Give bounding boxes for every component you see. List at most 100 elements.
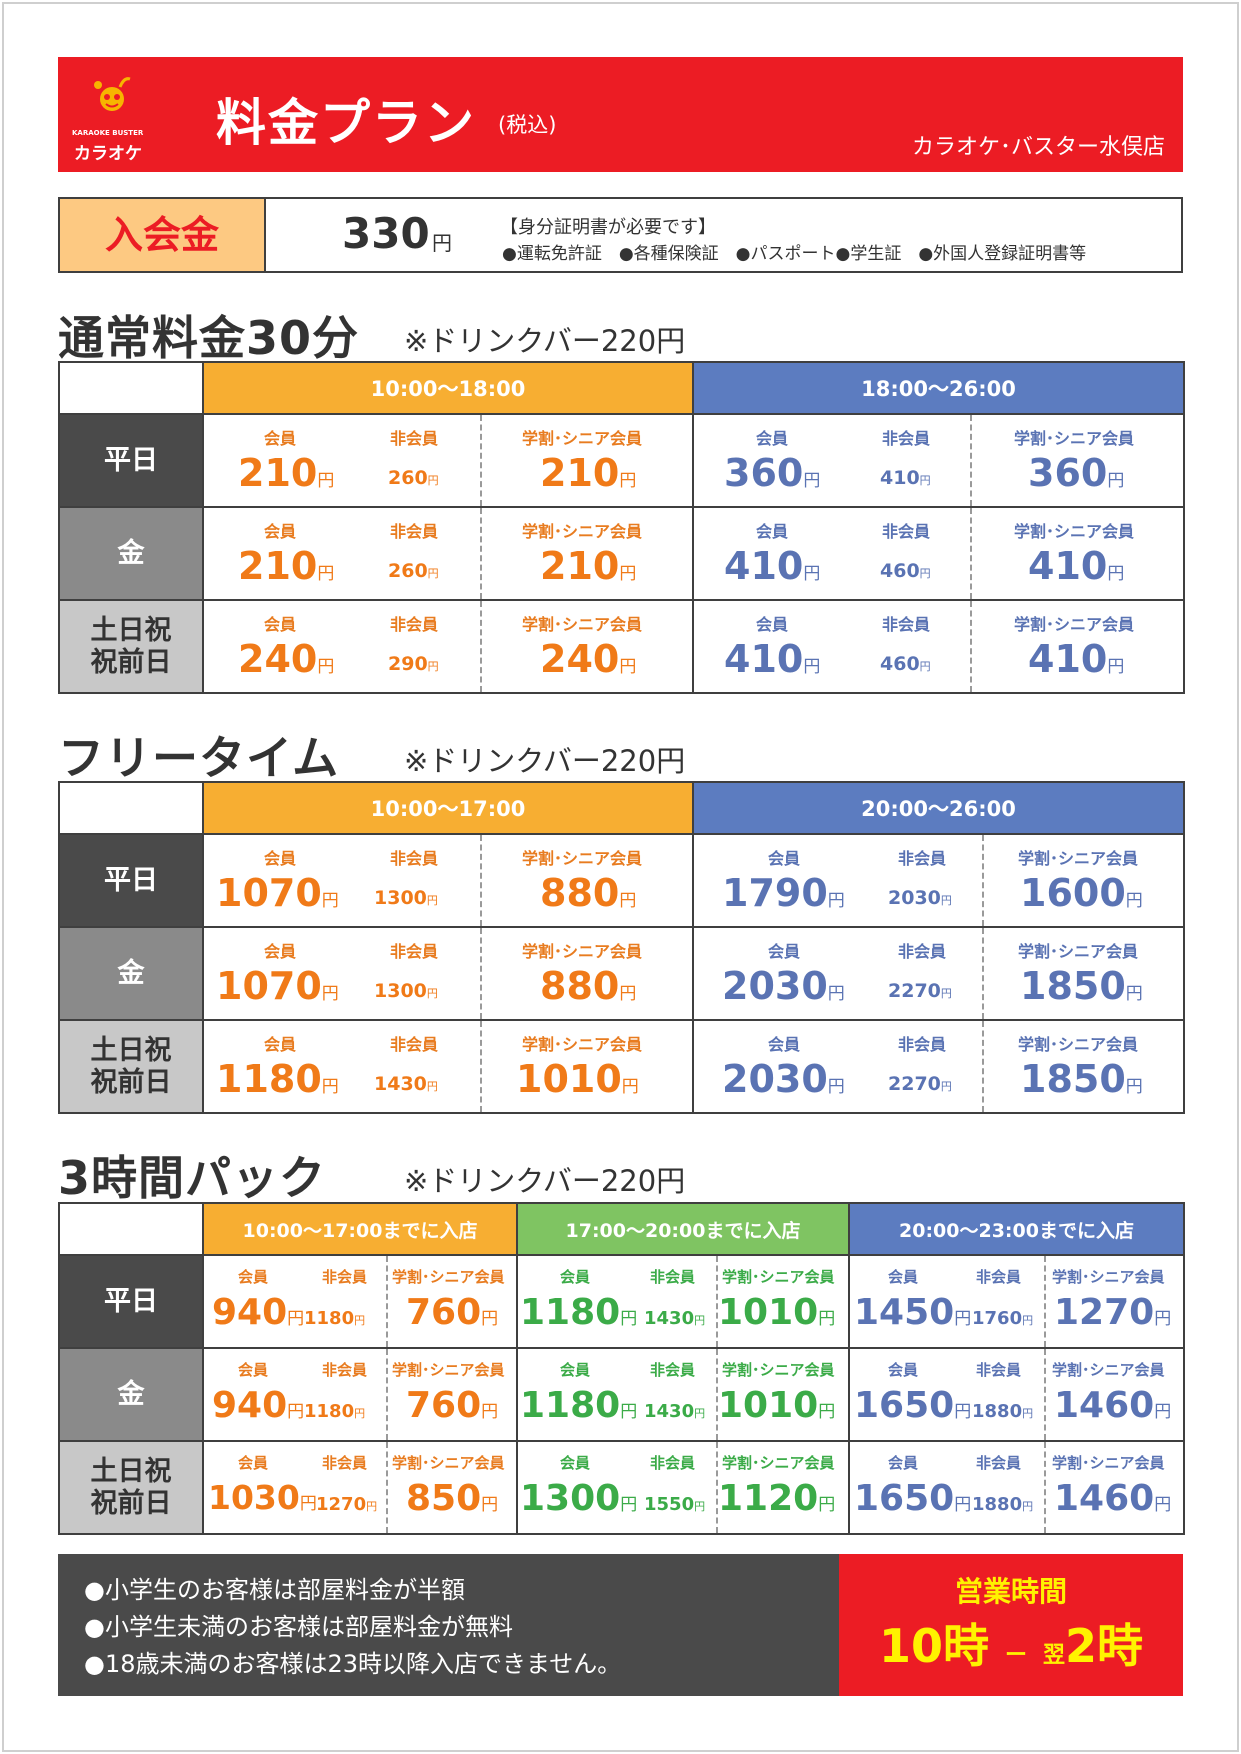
member-label: 会員 — [756, 522, 789, 541]
business-hours-panel: 営業時間 10時 ー 翌2時 — [839, 1554, 1183, 1696]
student-senior-price: 760円 — [406, 1385, 499, 1426]
member-label: 会員 — [888, 1361, 919, 1379]
non-member-price: 2270円 — [888, 980, 952, 1002]
non-member-price: 1430円 — [374, 1073, 438, 1095]
corner-cell — [58, 361, 204, 415]
non-member-label: 非会員 — [882, 522, 931, 541]
non-member-price: 1300円 — [374, 887, 438, 909]
table-header-row: 10:00〜17:00までに入店 17:00〜20:00までに入店 20:00〜… — [58, 1202, 1185, 1256]
student-senior-price: 1460円 — [1054, 1385, 1172, 1426]
section-title-3hour-pack: 3時間パック — [58, 1151, 327, 1205]
member-price: 410円 — [724, 637, 821, 681]
price-cell: 会員 非会員 940円 1180円 学割･シニア会員 760円 — [202, 1347, 518, 1442]
member-label: 会員 — [238, 1361, 269, 1379]
table-header-row: 10:00〜17:00 20:00〜26:00 — [58, 781, 1185, 835]
non-member-label: 非会員 — [650, 1454, 696, 1472]
price-cell: 会員 非会員 210円 260円 学割･シニア会員 210円 — [202, 506, 694, 601]
student-senior-label: 学割･シニア会員 — [522, 849, 643, 868]
non-member-price: 1760円 — [972, 1308, 1034, 1329]
table-row: 平日 会員 非会員 940円 1180円 学割･シニア会員 760円 会員 非 — [58, 1254, 1185, 1349]
student-senior-price: 1850円 — [1020, 964, 1143, 1008]
member-price: 1650円 — [854, 1385, 972, 1426]
non-member-label: 非会員 — [390, 615, 439, 634]
student-senior-label: 学割･シニア会員 — [1018, 1035, 1139, 1054]
price-cell: 会員 非会員 1650円 1880円 学割･シニア会員 1460円 — [848, 1347, 1185, 1442]
student-senior-price: 760円 — [406, 1292, 499, 1333]
freetime-price-table: 10:00〜17:00 20:00〜26:00 平日 会員 非会員 1070円 … — [58, 781, 1185, 1114]
section-title-freetime: フリータイム — [58, 731, 340, 785]
student-senior-price: 360円 — [1028, 451, 1125, 495]
student-senior-label: 学割･シニア会員 — [522, 522, 643, 541]
student-senior-price: 410円 — [1028, 637, 1125, 681]
price-cell: 会員 非会員 1180円 1430円 学割･シニア会員 1010円 — [516, 1347, 850, 1442]
business-hours-title: 営業時間 — [954, 1575, 1067, 1608]
table-row: 平日 会員 非会員 1070円 1300円 学割･シニア会員 880円 会員 — [58, 833, 1185, 928]
member-price: 360円 — [724, 451, 821, 495]
non-member-price: 1430円 — [644, 1308, 706, 1329]
student-senior-label: 学割･シニア会員 — [722, 1361, 835, 1379]
non-member-price: 1880円 — [972, 1494, 1034, 1515]
student-senior-label: 学割･シニア会員 — [1014, 429, 1135, 448]
student-senior-price: 880円 — [540, 871, 637, 915]
non-member-price: 1300円 — [374, 980, 438, 1002]
student-senior-price: 850円 — [406, 1478, 499, 1519]
non-member-label: 非会員 — [976, 1361, 1022, 1379]
notes-panel: ●小学生のお客様は部屋料金が半額 ●小学生未満のお客様は部屋料金が無料 ●18歳… — [58, 1554, 839, 1696]
membership-fee-amount: 330 — [342, 209, 430, 258]
table-row: 金 会員 非会員 1070円 1300円 学割･シニア会員 880円 会員 非 — [58, 926, 1185, 1021]
row-label-friday: 金 — [58, 1347, 204, 1442]
section-title-regular: 通常料金30分 — [58, 311, 360, 365]
non-member-label: 非会員 — [390, 942, 439, 961]
price-cell: 会員 非会員 410円 460円 学割･シニア会員 410円 — [692, 599, 1185, 694]
price-cell: 会員 非会員 1070円 1300円 学割･シニア会員 880円 — [202, 926, 694, 1021]
price-cell: 会員 非会員 210円 260円 学割･シニア会員 210円 — [202, 413, 694, 508]
note-item: ●小学生未満のお客様は部屋料金が無料 — [84, 1613, 513, 1641]
student-senior-label: 学割･シニア会員 — [522, 942, 643, 961]
member-price: 1180円 — [216, 1057, 339, 1101]
3hour-pack-price-table: 10:00〜17:00までに入店 17:00〜20:00までに入店 20:00〜… — [58, 1202, 1185, 1535]
student-senior-price: 240円 — [540, 637, 637, 681]
row-label-weekday: 平日 — [58, 833, 204, 928]
table-row: 金 会員 非会員 210円 260円 学割･シニア会員 210円 会員 非会員 — [58, 506, 1185, 601]
student-senior-price: 1120円 — [718, 1478, 836, 1519]
member-label: 会員 — [768, 942, 801, 961]
member-label: 会員 — [756, 615, 789, 634]
price-cell: 会員 非会員 1180円 1430円 学割･シニア会員 1010円 — [516, 1254, 850, 1349]
corner-cell — [58, 781, 204, 835]
price-cell: 会員 非会員 1450円 1760円 学割･シニア会員 1270円 — [848, 1254, 1185, 1349]
student-senior-price: 410円 — [1028, 544, 1125, 588]
membership-fee-label: 入会金 — [60, 199, 266, 271]
non-member-label: 非会員 — [976, 1268, 1022, 1286]
non-member-label: 非会員 — [882, 615, 931, 634]
student-senior-label: 学割･シニア会員 — [722, 1268, 835, 1286]
karaoke-buster-logo: KARAOKE BUSTER カラオケ — [72, 69, 148, 164]
price-cell: 会員 非会員 360円 410円 学割･シニア会員 360円 — [692, 413, 1185, 508]
table-row: 土日祝 祝前日 会員 非会員 1030円 1270円 学割･シニア会員 850円 … — [58, 1440, 1185, 1535]
note-item: ●18歳未満のお客様は23時以降入店できません。 — [84, 1650, 622, 1678]
member-label: 会員 — [756, 429, 789, 448]
member-price: 2030円 — [722, 964, 845, 1008]
member-label: 会員 — [888, 1268, 919, 1286]
id-required-note: 【身分証明書が必要です】 — [500, 217, 716, 238]
non-member-label: 非会員 — [650, 1268, 696, 1286]
table-row: 土日祝 祝前日 会員 非会員 1180円 1430円 学割･シニア会員 1010円… — [58, 1019, 1185, 1114]
shop-name: カラオケ･バスター水俣店 — [911, 135, 1165, 160]
student-senior-label: 学割･シニア会員 — [1014, 522, 1135, 541]
non-member-price: 2030円 — [888, 887, 952, 909]
price-cell: 会員 非会員 2030円 2270円 学割･シニア会員 1850円 — [692, 926, 1185, 1021]
non-member-price: 260円 — [388, 560, 439, 582]
student-senior-label: 学割･シニア会員 — [722, 1454, 835, 1472]
tax-included-label: (税込) — [498, 113, 557, 137]
member-label: 会員 — [888, 1454, 919, 1472]
member-price: 1790円 — [722, 871, 845, 915]
member-label: 会員 — [768, 1035, 801, 1054]
student-senior-label: 学割･シニア会員 — [1014, 615, 1135, 634]
non-member-label: 非会員 — [898, 1035, 947, 1054]
non-member-price: 2270円 — [888, 1073, 952, 1095]
student-senior-label: 学割･シニア会員 — [1052, 1361, 1165, 1379]
member-label: 会員 — [264, 849, 297, 868]
corner-cell — [58, 1202, 204, 1256]
page-title: 料金プラン — [216, 94, 476, 152]
non-member-label: 非会員 — [390, 1035, 439, 1054]
